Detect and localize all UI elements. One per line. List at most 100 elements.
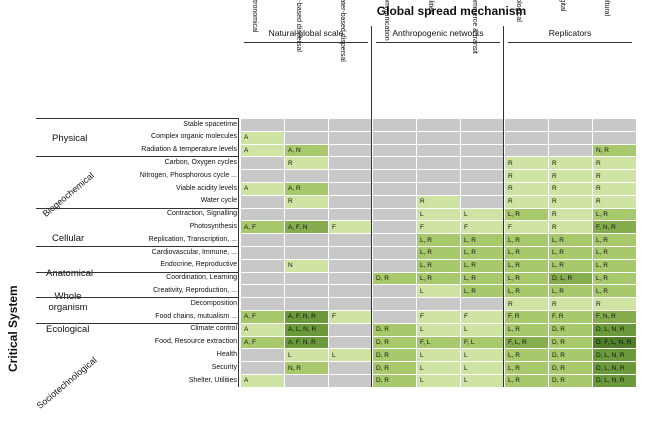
category-label: Whole organism — [48, 291, 88, 313]
matrix-cell: F, L — [416, 335, 461, 350]
column-header: Utilities — [416, 0, 456, 116]
matrix-cell — [284, 284, 329, 299]
column-header-label: Astronomical — [251, 0, 258, 33]
matrix-cell — [460, 181, 505, 196]
matrix-cell: D, L, N, R — [592, 348, 637, 363]
matrix-cell — [328, 118, 373, 132]
matrix-grid: A A A, N N, R R R R R R R R A A, R R R R R R R R R L L L, R R L, … — [240, 118, 637, 388]
row-label: Coordination, Learning — [166, 274, 237, 282]
matrix-cell: A, F — [240, 220, 285, 235]
column-header-label: Water-based dispersal — [339, 0, 346, 62]
matrix-cell — [504, 130, 549, 145]
matrix-cell: A — [240, 373, 285, 388]
matrix-cell — [372, 309, 417, 324]
label-column-separator — [238, 118, 239, 387]
matrix-cell — [548, 118, 593, 132]
column-header: Air-based dispersal — [284, 0, 324, 116]
matrix-cell: N, R — [284, 361, 329, 375]
matrix-cell: L, R — [460, 233, 505, 247]
category-separator — [36, 297, 238, 299]
matrix-cell: L — [460, 361, 505, 375]
matrix-cell: F, L, R — [504, 335, 549, 350]
matrix-cell — [372, 194, 417, 209]
matrix-cell: R — [548, 156, 593, 171]
row-label: Complex organic molecules — [151, 133, 237, 141]
matrix-cell: F — [460, 309, 505, 324]
matrix-cell — [240, 284, 285, 299]
matrix-cell: L — [460, 207, 505, 222]
table-row: A A, L, N, R D, R L L L, R D, R D, L, N, R — [240, 322, 637, 337]
matrix-cell — [240, 258, 285, 273]
matrix-cell: D, R — [548, 361, 593, 375]
matrix-cell — [372, 245, 417, 260]
matrix-cell: N — [284, 258, 329, 273]
column-header: Astronomical — [240, 0, 280, 116]
matrix-cell — [240, 233, 285, 247]
matrix-cell — [328, 130, 373, 145]
matrix-cell — [328, 245, 373, 260]
matrix-cell: R — [548, 169, 593, 183]
matrix-cell: F — [328, 309, 373, 324]
matrix-cell: D, R — [372, 322, 417, 337]
row-label: Decomposition — [190, 299, 237, 307]
matrix-cell: L, R — [592, 284, 637, 299]
matrix-cell — [328, 284, 373, 299]
matrix-cell: A, N — [284, 143, 329, 158]
matrix-cell: F, N, R — [592, 220, 637, 235]
category-label: Ecological — [46, 324, 90, 335]
matrix-cell: L, R — [592, 245, 637, 260]
group-separator — [503, 26, 504, 387]
table-row: N, R D, R L L L, R D, R D, L, N, R — [240, 361, 637, 375]
matrix-cell: R — [504, 156, 549, 171]
matrix-cell — [240, 361, 285, 375]
matrix-cell — [328, 181, 373, 196]
matrix-cell: D, R — [372, 373, 417, 388]
table-row: A, F A, F, N, R F F F F, R F, R F, N, R — [240, 309, 637, 324]
matrix-cell: D, R — [548, 322, 593, 337]
y-axis-title: Critical System — [6, 285, 20, 372]
table-row: L, R L, R L, R L, R L, R — [240, 245, 637, 260]
row-label: Radiation & temperature levels — [141, 146, 237, 154]
matrix-cell: L, R — [504, 322, 549, 337]
row-label: Creativity, Reproduction, ... — [153, 286, 237, 294]
matrix-cell: L, R — [416, 233, 461, 247]
matrix-cell — [372, 297, 417, 311]
matrix-cell: L — [416, 361, 461, 375]
matrix-cell — [372, 220, 417, 235]
matrix-cell — [328, 297, 373, 311]
matrix-cell — [504, 143, 549, 158]
row-label: Security — [211, 363, 237, 371]
table-row: L L L, R R L, R — [240, 207, 637, 222]
matrix-cell — [460, 194, 505, 209]
matrix-cell: L, R — [592, 271, 637, 286]
matrix-cell: R — [592, 169, 637, 183]
matrix-cell: F — [328, 220, 373, 235]
table-row: A, F A, F, N, R D, R F, L F, L F, L, R D, R D, … — [240, 335, 637, 350]
category-separator — [36, 246, 238, 247]
matrix-cell: R — [284, 156, 329, 171]
table-row: A, F A, F, N F F F F R F, N, R — [240, 220, 637, 235]
table-row: A A, N N, R — [240, 143, 637, 158]
matrix-cell — [460, 143, 505, 158]
matrix-cell: R — [592, 156, 637, 171]
matrix-cell: L, R — [504, 348, 549, 363]
matrix-cell — [284, 130, 329, 145]
row-label: Viable acidity levels — [176, 184, 237, 192]
matrix-cell: L — [328, 348, 373, 363]
row-label: Endocrine, Reproductive — [160, 261, 237, 269]
matrix-cell — [328, 258, 373, 273]
matrix-cell: A, F, N, R — [284, 309, 329, 324]
matrix-cell: A, F — [240, 335, 285, 350]
matrix-cell — [284, 207, 329, 222]
matrix-cell: D, L, R — [548, 271, 593, 286]
matrix-cell: L, R — [460, 245, 505, 260]
matrix-cell: A, F — [240, 309, 285, 324]
matrix-cell: L, R — [416, 245, 461, 260]
table-row: N L, R L, R L, R L, R L, R — [240, 258, 637, 273]
matrix-cell — [416, 143, 461, 158]
matrix-cell: D, R — [548, 335, 593, 350]
